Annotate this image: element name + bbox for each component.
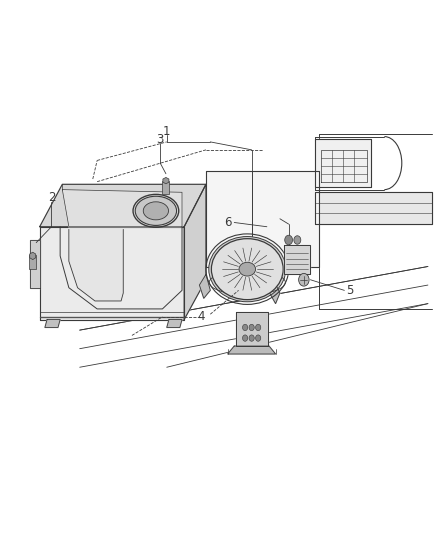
- Text: 4: 4: [198, 310, 205, 324]
- Polygon shape: [45, 319, 60, 327]
- Polygon shape: [40, 227, 184, 319]
- Polygon shape: [284, 245, 311, 274]
- Circle shape: [294, 236, 301, 244]
- Circle shape: [249, 335, 254, 341]
- Text: 2: 2: [48, 191, 55, 204]
- Polygon shape: [228, 346, 276, 354]
- Text: 1: 1: [163, 125, 170, 138]
- Polygon shape: [30, 240, 40, 288]
- Circle shape: [249, 324, 254, 330]
- Polygon shape: [62, 190, 182, 227]
- Circle shape: [255, 324, 261, 330]
- Polygon shape: [40, 184, 206, 227]
- Circle shape: [285, 235, 293, 245]
- Ellipse shape: [143, 202, 169, 220]
- Ellipse shape: [212, 239, 283, 300]
- Polygon shape: [167, 319, 182, 327]
- Ellipse shape: [209, 237, 286, 302]
- Bar: [162, 181, 170, 194]
- Circle shape: [243, 324, 248, 330]
- Circle shape: [299, 273, 309, 286]
- Text: 6: 6: [224, 216, 231, 229]
- Text: 5: 5: [346, 284, 353, 297]
- Text: 3: 3: [156, 133, 164, 146]
- Circle shape: [255, 335, 261, 341]
- Polygon shape: [315, 139, 371, 187]
- Circle shape: [243, 335, 248, 341]
- Polygon shape: [199, 274, 210, 298]
- Polygon shape: [268, 280, 280, 304]
- Polygon shape: [237, 312, 268, 346]
- Ellipse shape: [135, 196, 177, 225]
- Polygon shape: [206, 171, 319, 266]
- Polygon shape: [163, 177, 169, 184]
- Polygon shape: [30, 252, 36, 260]
- Bar: [29, 255, 36, 269]
- Polygon shape: [315, 192, 432, 224]
- Polygon shape: [69, 229, 123, 301]
- Polygon shape: [184, 184, 206, 319]
- Ellipse shape: [239, 262, 255, 276]
